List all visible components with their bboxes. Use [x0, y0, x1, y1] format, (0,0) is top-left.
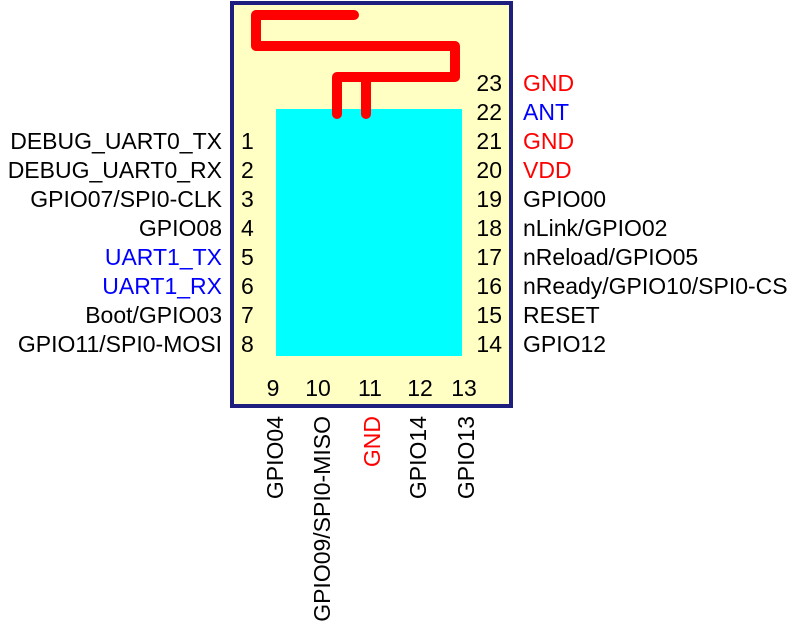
pin-number: 21 — [476, 128, 502, 154]
pin-label: GPIO12 — [523, 331, 607, 357]
pin-number: 6 — [241, 273, 254, 299]
pin-number: 2 — [241, 157, 254, 183]
shield-area — [276, 109, 462, 356]
pin-label: Boot/GPIO03 — [85, 302, 222, 328]
pin-label: GPIO04 — [262, 416, 288, 500]
pin-number: 20 — [476, 157, 502, 183]
pin-label: VDD — [523, 157, 572, 183]
pin-label: GPIO08 — [138, 215, 222, 241]
pin-label: nReady/GPIO10/SPI0-CS — [523, 273, 788, 299]
pin-label: GND — [359, 416, 385, 468]
pin-label: GPIO07/SPI0-CLK — [30, 186, 222, 212]
pin-number: 5 — [241, 244, 254, 270]
pin-label: DEBUG_UART0_RX — [7, 157, 222, 183]
pin-number: 14 — [476, 331, 502, 357]
pin-number: 8 — [241, 331, 254, 357]
pin-label: UART1_TX — [104, 244, 222, 270]
pin-number: 13 — [451, 375, 477, 401]
pin-label: RESET — [523, 302, 600, 328]
pin-number: 9 — [266, 375, 280, 401]
pin-label: GND — [523, 128, 575, 154]
pin-number: 1 — [241, 128, 254, 154]
pin-number: 4 — [241, 215, 254, 241]
pin-label: nLink/GPIO02 — [523, 215, 668, 241]
pin-label: GND — [523, 70, 575, 96]
pin-label: UART1_RX — [102, 273, 222, 299]
pin-number: 15 — [476, 302, 502, 328]
pin-number: 11 — [358, 375, 382, 401]
pin-number: 7 — [241, 302, 254, 328]
pin-number: 12 — [407, 375, 433, 401]
pin-number: 22 — [476, 99, 502, 125]
pin-label: GPIO14 — [405, 416, 431, 500]
pin-label: ANT — [523, 99, 569, 125]
pin-label: DEBUG_UART0_TX — [10, 128, 222, 154]
pin-label: GPIO11/SPI0-MOSI — [17, 331, 222, 357]
pin-number: 23 — [476, 70, 502, 96]
pin-label: nReload/GPIO05 — [523, 244, 699, 270]
pin-number: 19 — [476, 186, 502, 212]
pin-number: 16 — [476, 273, 502, 299]
pin-number: 17 — [476, 244, 502, 270]
pin-number: 3 — [241, 186, 254, 212]
pin-number: 18 — [476, 215, 502, 241]
pin-label: GPIO09/SPI0-MISO — [309, 416, 335, 622]
pin-label: GPIO13 — [453, 416, 479, 500]
pin-number: 10 — [305, 375, 331, 401]
pin-label: GPIO00 — [523, 186, 607, 212]
